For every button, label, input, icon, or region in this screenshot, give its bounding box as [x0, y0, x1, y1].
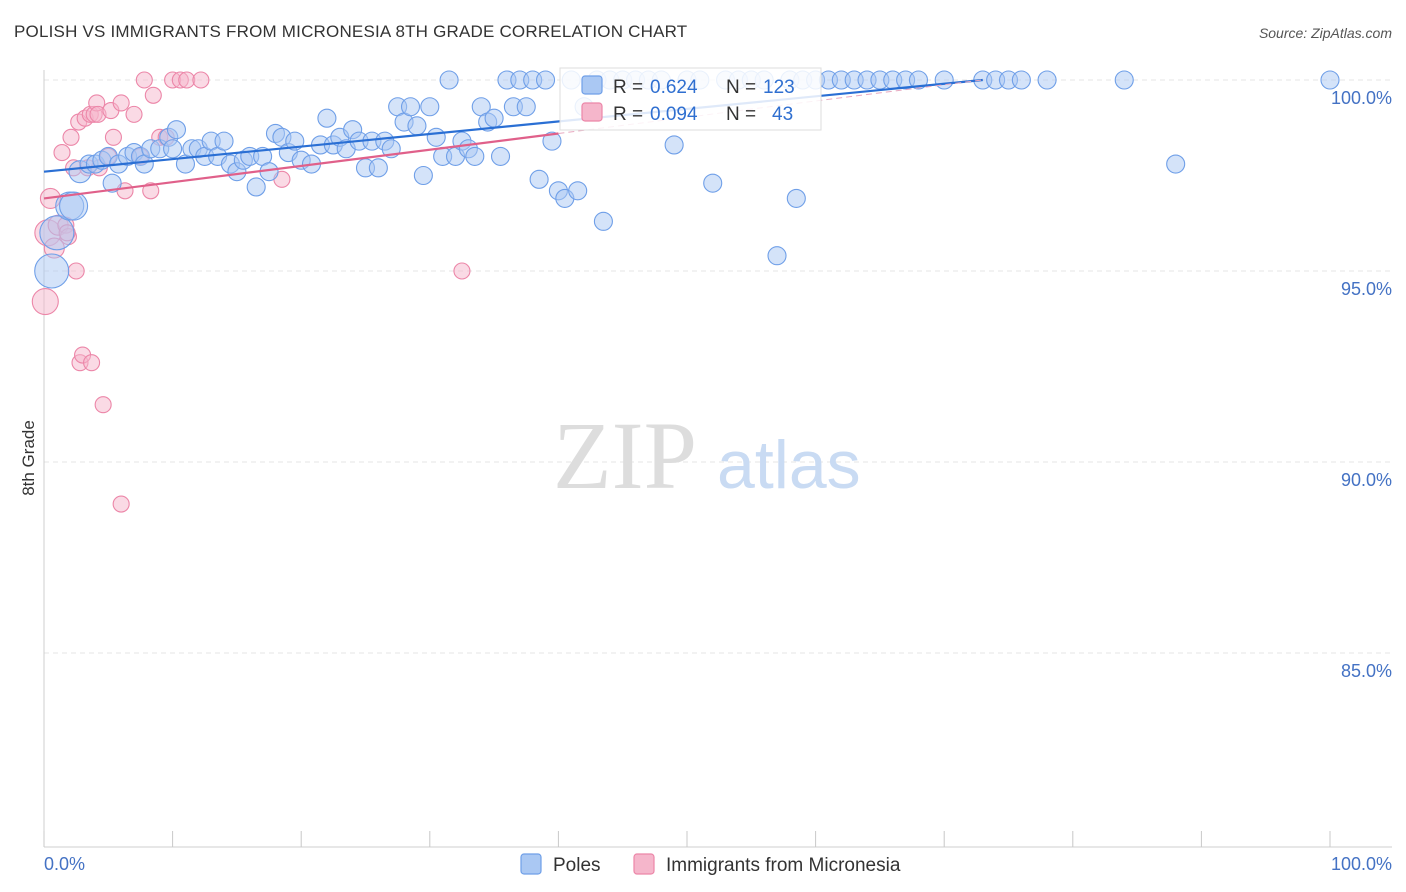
legend-r-value-micronesia: 0.094	[650, 104, 698, 125]
poles-point-37	[285, 131, 305, 151]
poles-point-115	[1037, 70, 1057, 90]
micronesia-point-10	[67, 262, 85, 280]
legend-swatch-poles	[581, 75, 603, 95]
chart-source: Source: ZipAtlas.com	[1258, 25, 1392, 41]
poles-point-1	[39, 215, 75, 251]
poles-point-76	[542, 131, 562, 151]
poles-point-80	[568, 181, 588, 201]
poles-point-75	[535, 70, 556, 90]
bottom-legend-swatch-poles	[520, 853, 542, 875]
x-ticks	[43, 831, 1331, 847]
poles-point-109	[908, 70, 929, 90]
micronesia-point-8	[62, 128, 80, 146]
poles-point-18	[163, 139, 183, 159]
poles-point-114	[1011, 70, 1031, 90]
stats-legend-box	[559, 67, 822, 131]
legend-n-label-micronesia: N =	[726, 104, 756, 125]
micronesia-point-40	[453, 262, 471, 280]
micronesia-point-22	[94, 396, 112, 414]
poles-point-56	[413, 165, 433, 186]
micronesia-point-31	[142, 182, 160, 200]
poles-point-74	[529, 169, 549, 189]
watermark-zip: ZIP	[553, 402, 697, 509]
legend-r-value-poles: 0.624	[650, 77, 698, 98]
micronesia-point-41	[112, 495, 130, 513]
poles-point-54	[400, 97, 421, 117]
bottom-legend-label-micronesia: Immigrants from Micronesia	[666, 855, 901, 876]
poles-point-72	[516, 97, 536, 117]
poles-point-64	[465, 146, 485, 166]
poles-point-9	[102, 173, 122, 193]
poles-point-116	[1114, 70, 1134, 90]
poles-point-60	[439, 70, 459, 90]
poles-point-110	[934, 70, 954, 90]
legend-r-label-micronesia: R =	[613, 104, 643, 125]
legend-n-label-poles: N =	[726, 77, 756, 98]
chart-title: POLISH VS IMMIGRANTS FROM MICRONESIA 8TH…	[14, 22, 688, 41]
poles-point-41	[317, 108, 337, 128]
poles-point-49	[368, 158, 388, 178]
y-tick-label-2: 90.0%	[1341, 470, 1392, 490]
poles-point-92	[703, 173, 723, 193]
legend-swatch-micronesia	[581, 102, 603, 122]
poles-point-31	[246, 177, 266, 197]
poles-point-117	[1166, 154, 1186, 174]
y-axis-title: 8th Grade	[19, 420, 38, 496]
micronesia-point-26	[112, 94, 130, 112]
poles-point-118	[1320, 70, 1340, 90]
poles-point-57	[420, 97, 440, 117]
x-tick-label-max: 100.0%	[1331, 854, 1392, 874]
poles-point-19	[166, 120, 187, 140]
y-tick-label-3: 85.0%	[1341, 661, 1392, 681]
y-tick-label-1: 95.0%	[1341, 279, 1392, 299]
legend-r-label-poles: R =	[613, 77, 643, 98]
micronesia-point-32	[144, 86, 162, 104]
micronesia-point-28	[125, 105, 143, 123]
micronesia-point-38	[192, 71, 210, 89]
poles-point-68	[490, 146, 511, 166]
poles-point-58	[426, 127, 446, 147]
legend-n-value-micronesia: 43	[772, 104, 793, 125]
poles-point-67	[484, 108, 504, 128]
poles-point-89	[664, 135, 684, 155]
watermark-atlas: atlas	[717, 427, 861, 503]
poles-point-55	[407, 116, 427, 136]
micronesia-trend-line	[43, 132, 559, 200]
micronesia-point-30	[135, 71, 153, 89]
y-tick-label-0: 100.0%	[1331, 88, 1392, 108]
series-poles-points	[34, 70, 1340, 289]
bottom-legend-swatch-micronesia	[633, 853, 655, 875]
poles-point-3	[59, 191, 89, 221]
series-micronesia-points	[31, 71, 471, 513]
stats-legend: R = 0.624 N = 123 R = 0.094 N = 43	[559, 67, 822, 131]
y-tick-labels: 100.0% 95.0% 90.0% 85.0%	[1331, 88, 1392, 681]
bottom-legend-label-poles: Poles	[553, 855, 601, 876]
micronesia-point-0	[31, 288, 59, 316]
poles-trend-line	[43, 78, 983, 173]
poles-point-0	[34, 253, 70, 289]
series-legend: Poles Immigrants from Micronesia	[520, 853, 901, 876]
poles-point-99	[786, 188, 806, 208]
poles-point-97	[767, 246, 787, 266]
micronesia-point-17	[83, 354, 101, 372]
x-tick-label-min: 0.0%	[44, 854, 85, 874]
poles-point-83	[593, 211, 613, 231]
poles-point-26	[214, 131, 234, 151]
legend-n-value-poles: 123	[763, 77, 795, 98]
micronesia-point-5	[53, 144, 71, 162]
micronesia-point-25	[104, 128, 122, 146]
